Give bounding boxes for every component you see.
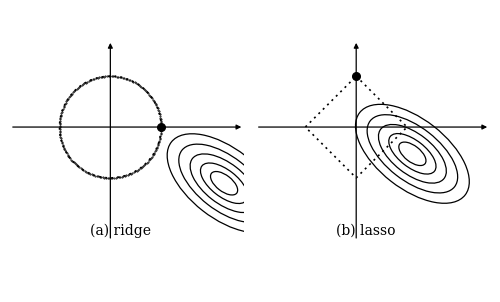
Text: (a) ridge: (a) ridge <box>90 224 151 238</box>
Text: (b) lasso: (b) lasso <box>336 224 396 238</box>
